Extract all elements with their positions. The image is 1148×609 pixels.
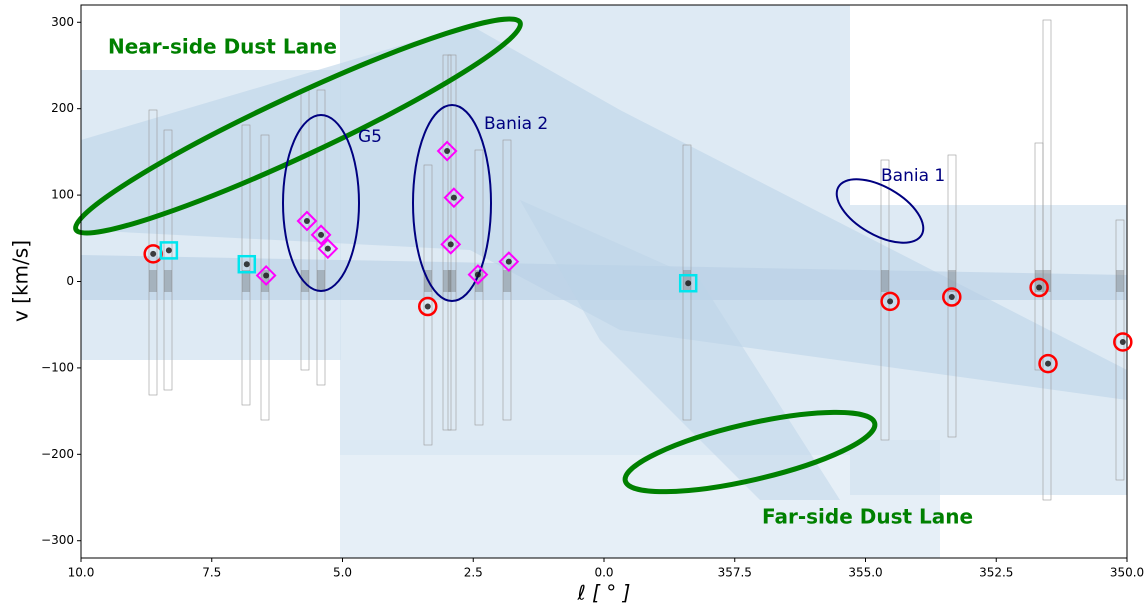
emission-haze bbox=[81, 5, 1127, 558]
annotation: Near-side Dust Lane bbox=[108, 35, 337, 59]
spectrum-core bbox=[1116, 270, 1124, 292]
near-side-ellipse bbox=[73, 16, 523, 236]
x-tick-label: 357.5 bbox=[718, 566, 752, 580]
marker-dot bbox=[447, 241, 454, 248]
annotation: Far-side Dust Lane bbox=[762, 505, 973, 529]
circle-marker bbox=[942, 287, 962, 307]
diamond-marker bbox=[436, 140, 458, 162]
spectrum-strip bbox=[502, 139, 512, 421]
circle-marker bbox=[880, 291, 900, 312]
marker-dot bbox=[948, 294, 955, 301]
marker-dot bbox=[243, 261, 250, 268]
diamond-marker bbox=[467, 264, 489, 286]
region-ellipses bbox=[73, 16, 925, 495]
circle-marker bbox=[417, 296, 438, 317]
circle-marker bbox=[1113, 332, 1133, 352]
spectrum-core bbox=[149, 270, 157, 292]
marker-dot bbox=[263, 272, 270, 279]
marker-dot bbox=[474, 271, 481, 278]
spectrum-core bbox=[317, 270, 325, 292]
y-tick-label: −100 bbox=[41, 360, 74, 374]
spectrum-strip bbox=[316, 89, 326, 386]
diamond-marker bbox=[296, 210, 318, 232]
bania1-ellipse bbox=[835, 178, 925, 244]
spectrum-strip bbox=[447, 54, 457, 431]
y-axis-label: v [km/s] bbox=[9, 240, 33, 322]
square-marker bbox=[678, 273, 698, 293]
marker-dot bbox=[318, 231, 325, 238]
square-marker bbox=[237, 254, 257, 274]
square-marker bbox=[159, 241, 179, 260]
spectrum-strip bbox=[260, 134, 270, 421]
spectrum-core bbox=[242, 270, 250, 292]
diamond-marker bbox=[498, 251, 520, 273]
x-axis-label: ℓ [ ° ] bbox=[577, 581, 631, 605]
g5-ellipse bbox=[282, 114, 360, 292]
x-tick-label: 7.5 bbox=[202, 566, 221, 580]
spectrum-core bbox=[1035, 270, 1043, 292]
diamond-marker bbox=[317, 238, 339, 260]
marker-dot bbox=[1045, 360, 1052, 367]
circle-marker bbox=[1038, 353, 1058, 374]
y-tick-label: 200 bbox=[51, 101, 74, 115]
annotation: Bania 2 bbox=[484, 114, 548, 134]
spectrum-core bbox=[164, 270, 172, 292]
spectrum-strip bbox=[947, 154, 957, 438]
spectrum-strip bbox=[148, 109, 158, 396]
diamond-marker bbox=[255, 265, 277, 286]
spectrum-strip bbox=[163, 129, 173, 391]
spectrum-core bbox=[301, 270, 309, 292]
circle-marker bbox=[1029, 277, 1049, 298]
marker-dot bbox=[303, 218, 310, 225]
y-tick-label: 300 bbox=[51, 15, 74, 29]
spectrum-core bbox=[1043, 270, 1051, 292]
diamond-marker bbox=[443, 187, 465, 209]
bania2-ellipse bbox=[412, 104, 492, 302]
x-tick-label: 350.0 bbox=[1110, 566, 1144, 580]
x-tick-label: 355.0 bbox=[848, 566, 882, 580]
x-tick-label: 5.0 bbox=[333, 566, 352, 580]
spectrum-core bbox=[881, 270, 889, 292]
diamond-marker bbox=[440, 233, 462, 255]
y-tick-label: 100 bbox=[51, 188, 74, 202]
spectrum-core bbox=[503, 270, 511, 292]
marker-dot bbox=[450, 194, 457, 201]
spectrum-strip bbox=[474, 149, 484, 426]
marker-dot bbox=[150, 250, 157, 257]
x-tick-label: 0.0 bbox=[594, 566, 613, 580]
spectrum-core bbox=[948, 270, 956, 292]
annotation: Bania 1 bbox=[881, 166, 945, 186]
marker-dot bbox=[165, 247, 172, 254]
spectrum-strip bbox=[1042, 19, 1052, 501]
x-tick-label: 352.5 bbox=[979, 566, 1013, 580]
marker-dot bbox=[887, 298, 894, 305]
y-tick-label: −300 bbox=[41, 533, 74, 547]
x-tick-label: 2.5 bbox=[464, 566, 483, 580]
diamond-marker bbox=[310, 224, 332, 246]
spectrum-core bbox=[443, 270, 451, 292]
marker-dot bbox=[685, 280, 692, 287]
spectrum-core bbox=[261, 270, 269, 292]
spectrum-core bbox=[448, 270, 456, 292]
marker-dot bbox=[1036, 284, 1043, 291]
spectrum-core bbox=[475, 270, 483, 292]
marker-dot bbox=[505, 258, 512, 265]
marker-dot bbox=[324, 245, 331, 252]
y-tick-label: 0 bbox=[66, 274, 74, 288]
marker-dot bbox=[424, 303, 431, 310]
annotation: G5 bbox=[358, 127, 382, 147]
marker-dot bbox=[1119, 338, 1126, 345]
x-tick-label: 10.0 bbox=[68, 566, 95, 580]
y-tick-label: −200 bbox=[41, 447, 74, 461]
marker-dot bbox=[444, 148, 451, 155]
spectrum-strip bbox=[241, 124, 251, 406]
far-side-ellipse bbox=[622, 409, 878, 495]
spectrum-strip bbox=[423, 164, 433, 446]
